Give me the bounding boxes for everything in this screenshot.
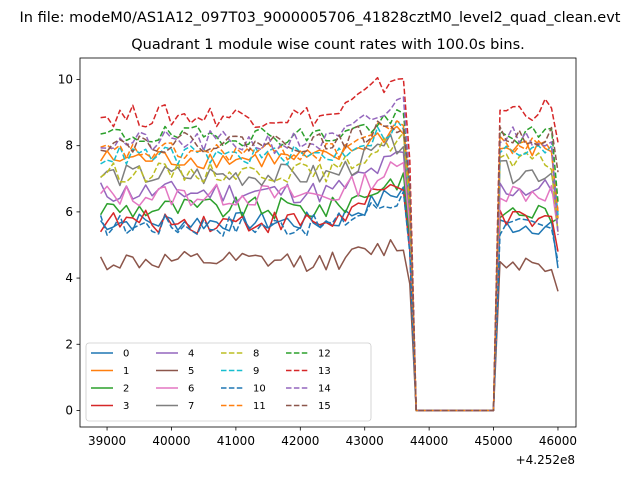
- x-tick-label: 44000: [410, 434, 448, 448]
- legend-label-9: 9: [253, 366, 259, 377]
- legend-label-11: 11: [253, 401, 266, 412]
- legend-label-6: 6: [188, 384, 194, 395]
- legend-label-13: 13: [318, 366, 331, 377]
- y-tick-label: 8: [65, 139, 73, 153]
- chart-suptitle: In file: modeM0/AS1A12_097T03_9000005706…: [20, 10, 621, 26]
- legend-label-0: 0: [123, 349, 129, 360]
- y-axis: 0 2 4 6 8 10: [58, 73, 80, 417]
- series-layer: [99, 76, 559, 412]
- legend-label-15: 15: [318, 401, 331, 412]
- x-tick-label: 45000: [474, 434, 512, 448]
- legend-label-12: 12: [318, 349, 331, 360]
- legend-label-7: 7: [188, 401, 194, 412]
- legend-label-14: 14: [318, 384, 331, 395]
- chart-title: Quadrant 1 module wise count rates with …: [131, 37, 525, 53]
- y-tick-label: 4: [65, 271, 73, 285]
- x-tick-label: 41000: [217, 434, 255, 448]
- x-offset-label: +4.252e8: [516, 453, 575, 467]
- x-axis: 39000 40000 41000 42000 43000 44000 45000 46000: [88, 427, 577, 448]
- x-tick-label: 43000: [346, 434, 384, 448]
- legend-label-8: 8: [253, 349, 259, 360]
- x-tick-label: 39000: [88, 434, 126, 448]
- y-tick-label: 10: [58, 73, 73, 87]
- y-tick-label: 0: [65, 403, 73, 417]
- legend-label-10: 10: [253, 384, 266, 395]
- y-tick-label: 6: [65, 205, 73, 219]
- legend-label-1: 1: [123, 366, 129, 377]
- legend-box: [85, 342, 372, 422]
- legend-label-3: 3: [123, 401, 129, 412]
- plot-frame: [79, 57, 577, 428]
- legend-label-4: 4: [188, 349, 194, 360]
- y-tick-label: 2: [65, 337, 73, 351]
- legend-label-5: 5: [188, 366, 194, 377]
- series-line-15: [100, 120, 559, 412]
- x-tick-label: 42000: [281, 434, 319, 448]
- x-tick-label: 46000: [539, 434, 577, 448]
- legend-label-2: 2: [123, 384, 129, 395]
- x-tick-label: 40000: [152, 434, 190, 448]
